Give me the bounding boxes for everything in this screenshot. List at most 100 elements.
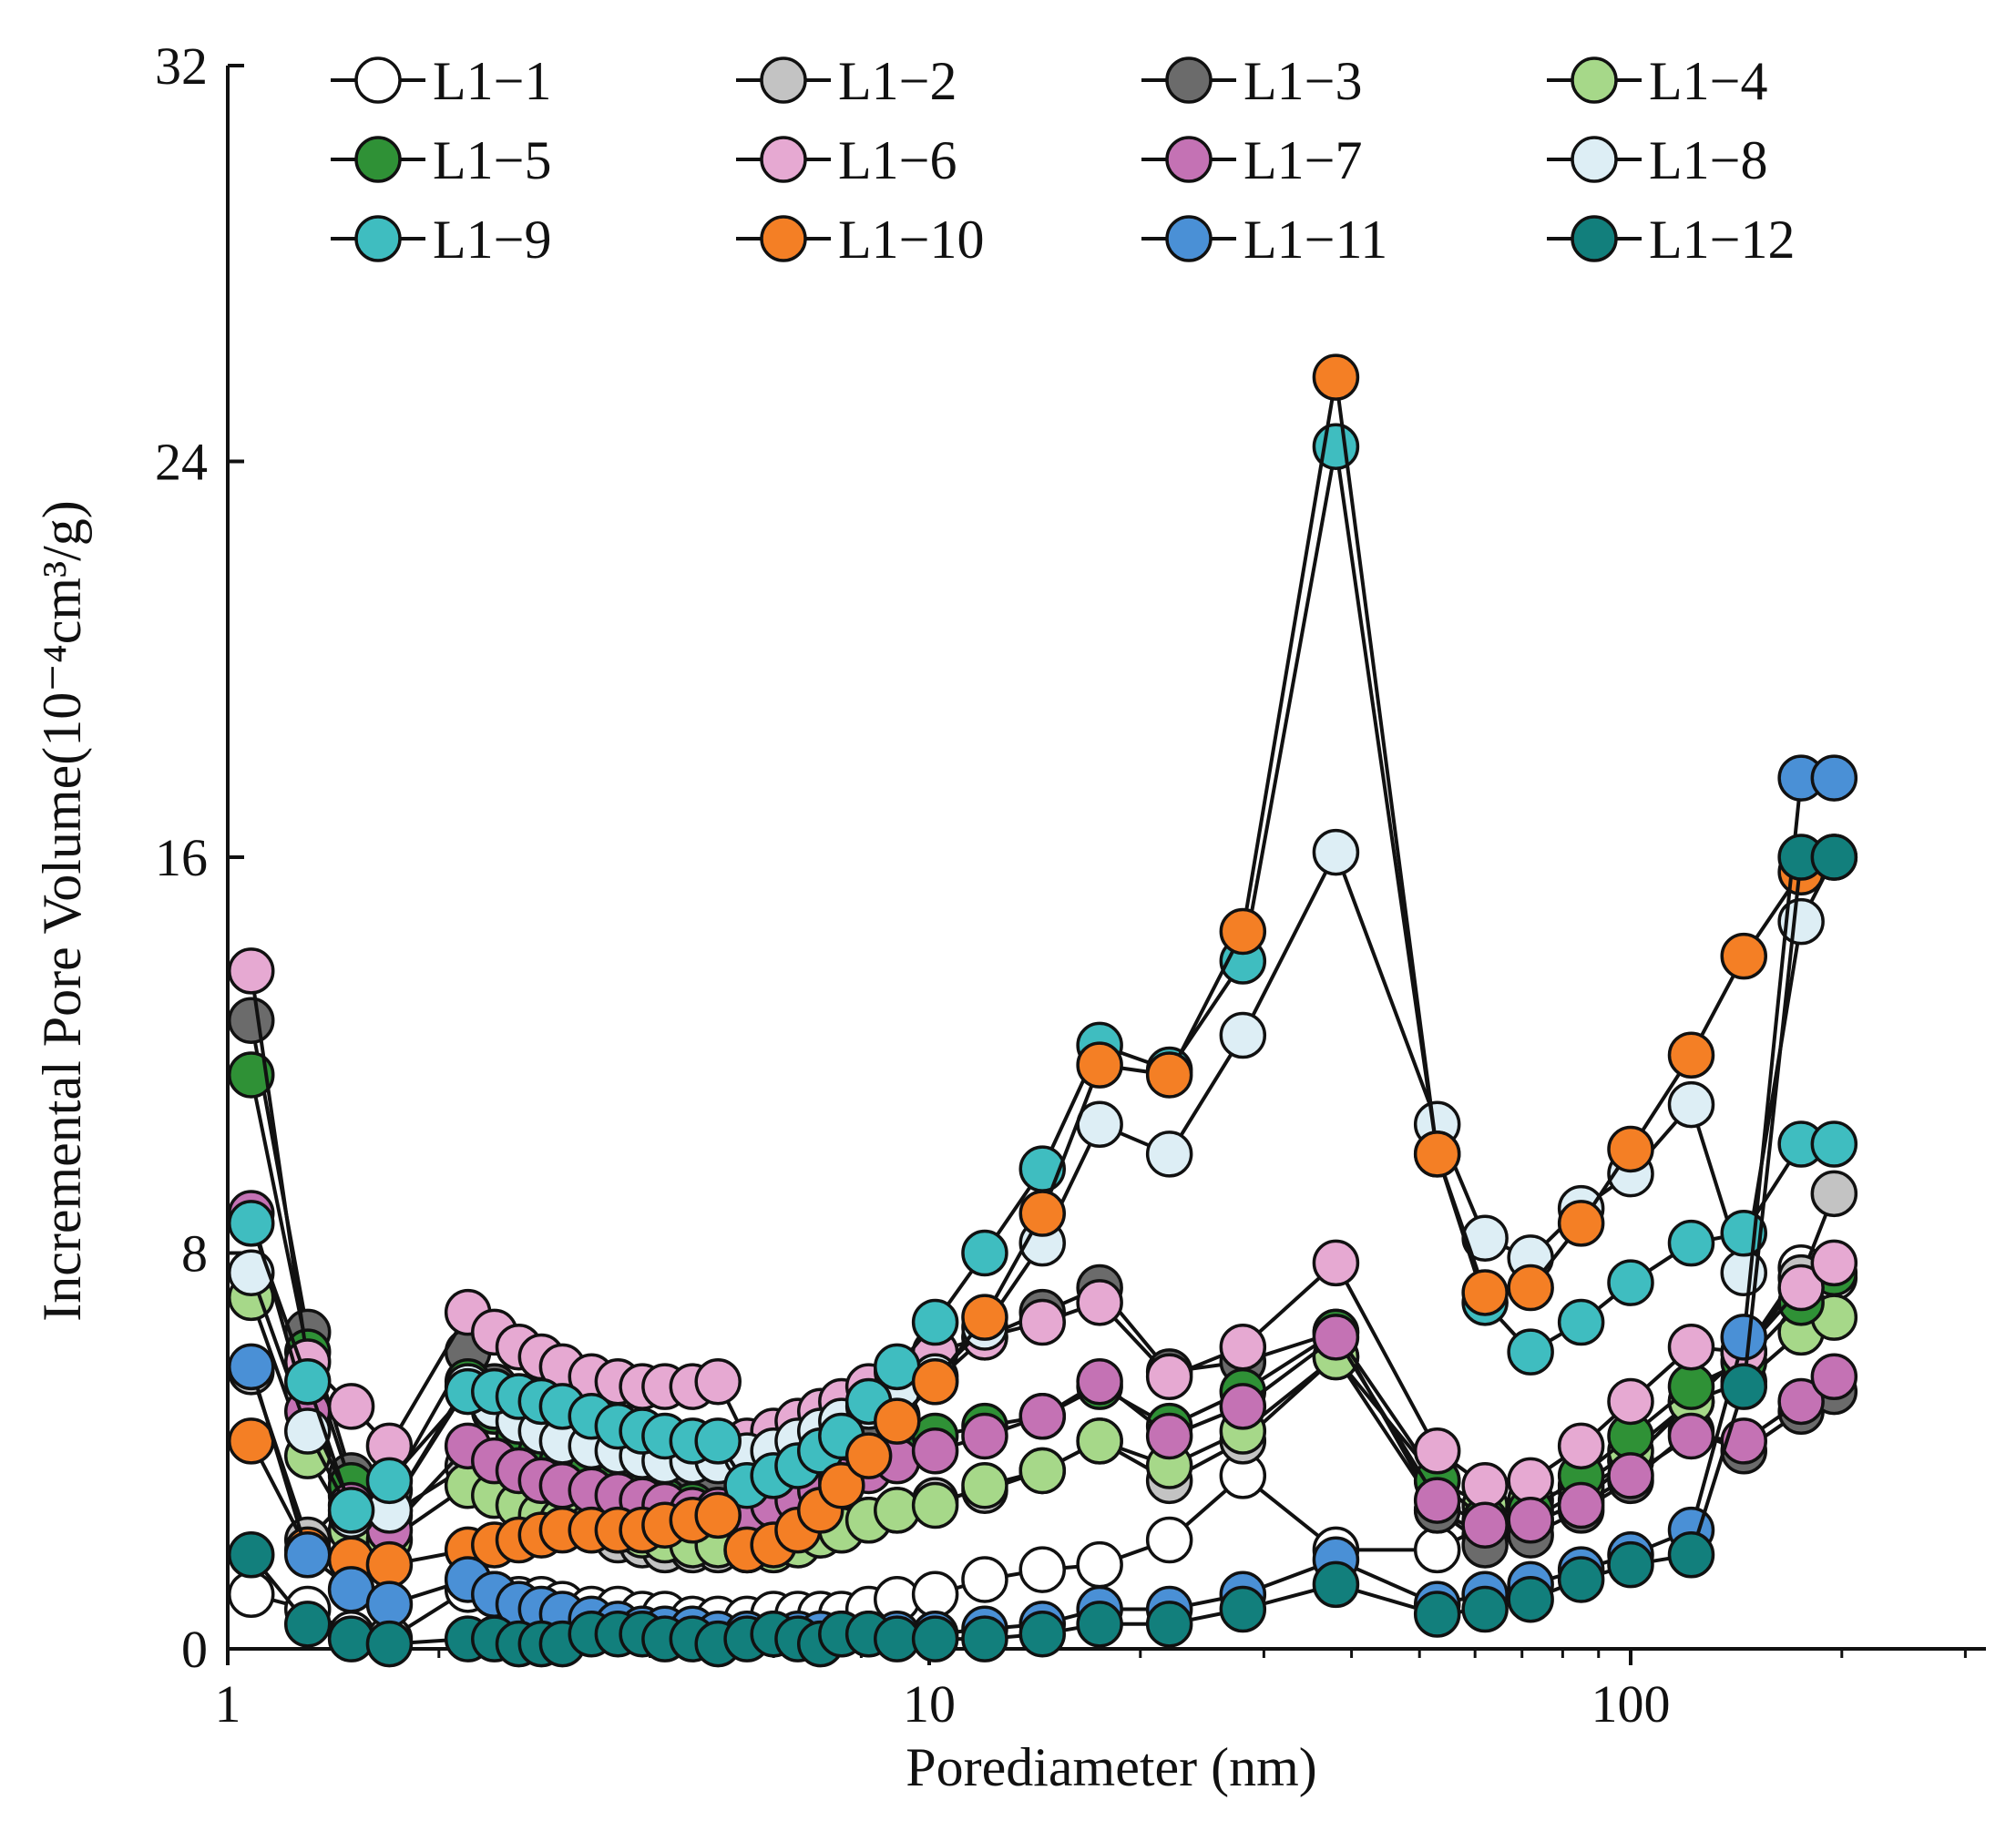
series-5-point-34 — [1667, 1363, 1715, 1410]
y-axis-label: Incremental Pore Volume(10⁻⁴cm³/g) — [32, 500, 92, 1321]
series-12-point-27 — [1219, 1585, 1267, 1633]
legend-item-3: L1−3 — [1141, 51, 1363, 111]
series-12-point-3 — [365, 1620, 414, 1668]
series-7-point-27 — [1219, 1383, 1267, 1430]
legend-item-7: L1−7 — [1141, 130, 1363, 190]
series-1-point-23 — [961, 1556, 1008, 1603]
series-12-point-37 — [1810, 834, 1858, 881]
x-axis-label: Porediameter (nm) — [906, 1737, 1317, 1797]
legend-item-6: L1−6 — [736, 130, 957, 190]
series-11-point-37 — [1810, 754, 1858, 802]
y-tick-label-3: 24 — [155, 433, 208, 492]
legend-item-2: L1−2 — [736, 51, 957, 111]
legend-item-4: L1−4 — [1547, 51, 1768, 111]
legend-marker-11 — [1165, 215, 1213, 262]
series-12-point-29 — [1413, 1591, 1461, 1638]
series-7-point-26 — [1145, 1412, 1193, 1460]
series-layer — [227, 353, 1858, 1668]
series-9-point-3 — [365, 1457, 414, 1505]
series-10-point-23 — [961, 1294, 1008, 1341]
series-7-point-22 — [911, 1427, 959, 1475]
y-tick-label-0: 0 — [181, 1620, 208, 1679]
series-4-point-23 — [961, 1462, 1008, 1509]
series-12-point-34 — [1667, 1531, 1715, 1579]
series-10-point-21 — [874, 1397, 921, 1445]
series-12-point-22 — [911, 1615, 959, 1662]
series-6-point-0 — [227, 947, 275, 995]
series-10-point-26 — [1145, 1051, 1193, 1099]
legend-item-5: L1−5 — [331, 130, 552, 190]
series-4-point-25 — [1076, 1417, 1123, 1465]
legend-marker-5 — [354, 136, 402, 183]
series-10-point-27 — [1219, 907, 1267, 956]
legend-marker-4 — [1571, 56, 1618, 104]
legend-label-5: L1−5 — [433, 130, 552, 190]
series-6-point-28 — [1312, 1239, 1360, 1287]
series-7-point-33 — [1607, 1452, 1654, 1499]
ticks: 0 8 16 24 32 1 10 100 — [155, 36, 1967, 1734]
legend-item-10: L1−10 — [736, 210, 985, 270]
series-9-point-2 — [327, 1487, 375, 1534]
legend-label-11: L1−11 — [1243, 210, 1387, 270]
series-6-point-32 — [1557, 1422, 1605, 1470]
series-7-point-34 — [1667, 1412, 1715, 1460]
series-12-point-1 — [283, 1601, 332, 1648]
series-1-point-0 — [227, 1570, 275, 1619]
series-4-point-24 — [1018, 1447, 1067, 1495]
series-10-point-31 — [1507, 1263, 1554, 1312]
series-12-point-26 — [1145, 1601, 1193, 1648]
series-7-point-29 — [1413, 1477, 1461, 1524]
legend: L1−1 L1−2 L1−3 L1−4 L1−5 L1−6 L1−7 L1−8 L1−9 L1−1… — [331, 51, 1796, 270]
y-tick-label-2: 16 — [155, 828, 208, 887]
series-1-point-29 — [1413, 1526, 1461, 1574]
series-8-point-0 — [227, 1249, 275, 1296]
series-10-point-0 — [227, 1417, 275, 1465]
legend-label-9: L1−9 — [433, 210, 552, 270]
series-6-point-37 — [1810, 1239, 1858, 1287]
legend-marker-7 — [1165, 136, 1213, 183]
series-5-point-0 — [227, 1051, 275, 1099]
legend-item-9: L1−9 — [331, 210, 552, 270]
series-7-point-24 — [1018, 1392, 1067, 1440]
legend-marker-3 — [1165, 56, 1213, 104]
series-12 — [227, 834, 1858, 1668]
legend-label-1: L1−1 — [433, 51, 552, 111]
series-7-point-30 — [1461, 1501, 1509, 1549]
series-6-point-25 — [1076, 1279, 1123, 1326]
series-9-point-22 — [911, 1298, 959, 1346]
series-9-point-31 — [1507, 1328, 1554, 1376]
series-12-point-28 — [1312, 1560, 1360, 1609]
series-6-point-30 — [1461, 1462, 1509, 1509]
series-10-point-35 — [1720, 932, 1768, 980]
series-1-point-24 — [1018, 1546, 1067, 1593]
series-7-point-35 — [1720, 1417, 1768, 1465]
series-9-point-1 — [283, 1357, 332, 1406]
legend-item-12: L1−12 — [1547, 210, 1796, 270]
legend-marker-8 — [1571, 136, 1618, 183]
series-10-point-30 — [1461, 1269, 1509, 1316]
series-6-point-29 — [1413, 1427, 1461, 1475]
series-12-point-30 — [1461, 1585, 1509, 1633]
series-4-point-22 — [911, 1481, 959, 1529]
legend-label-12: L1−12 — [1649, 210, 1796, 270]
series-7-point-32 — [1557, 1481, 1605, 1529]
series-8-point-36 — [1777, 897, 1825, 946]
legend-label-6: L1−6 — [838, 130, 957, 190]
legend-marker-1 — [354, 56, 402, 104]
series-6-point-34 — [1667, 1323, 1715, 1371]
series-12-point-31 — [1507, 1575, 1554, 1623]
series-6-point-31 — [1507, 1457, 1554, 1505]
legend-item-8: L1−8 — [1547, 130, 1768, 190]
legend-label-4: L1−4 — [1649, 51, 1768, 111]
series-10-point-22 — [911, 1357, 959, 1406]
series-7-point-23 — [961, 1412, 1008, 1460]
series-12-point-33 — [1607, 1540, 1654, 1589]
series-8-point-26 — [1145, 1130, 1193, 1178]
legend-marker-12 — [1571, 215, 1618, 262]
series-8-point-1 — [283, 1407, 332, 1455]
legend-item-1: L1−1 — [331, 51, 552, 111]
series-8-point-34 — [1667, 1080, 1715, 1129]
series-6-point-26 — [1145, 1353, 1193, 1401]
y-tick-label-4: 32 — [155, 36, 208, 96]
